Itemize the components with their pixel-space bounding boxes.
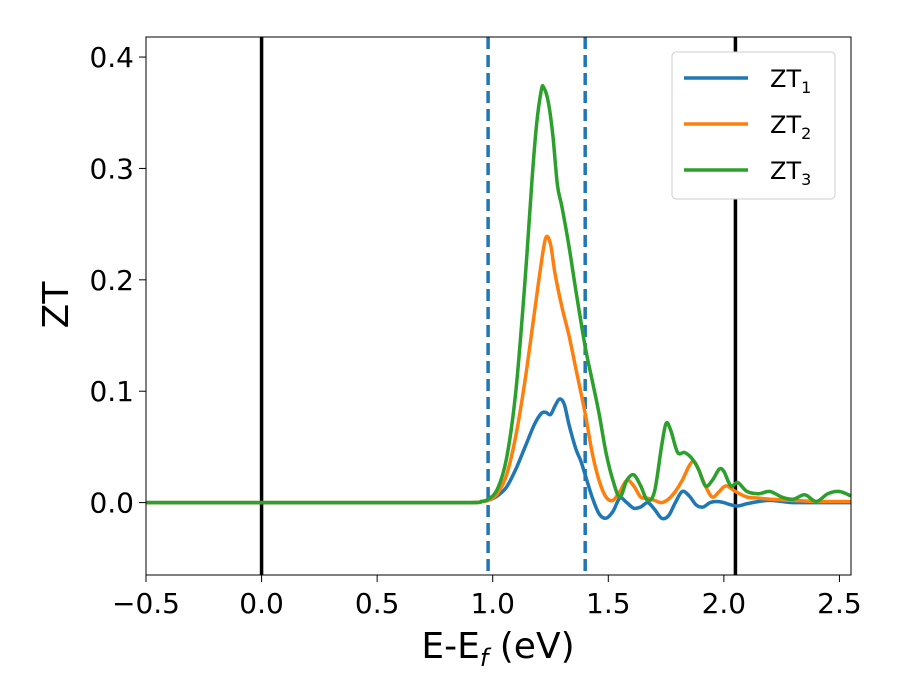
y-tick-label: 0.0 [89, 487, 134, 520]
y-axis-label: ZT [36, 281, 77, 329]
series-line-zt2 [145, 234, 851, 505]
data-series [145, 84, 852, 521]
x-tick-label: 2.0 [702, 587, 747, 620]
svg-text:ZT1: ZT1 [770, 65, 811, 97]
legend-entry: ZT1 [684, 65, 811, 97]
legend: ZT1 ZT2 ZT3 [671, 51, 836, 200]
legend-entry: ZT3 [684, 157, 811, 189]
legend-box [671, 51, 836, 200]
plot-frame [145, 36, 852, 576]
y-tick-label: 0.1 [89, 375, 134, 408]
series-line-zt3 [145, 84, 852, 505]
y-tick-label: 0.3 [89, 152, 134, 185]
svg-text:ZT2: ZT2 [770, 111, 811, 143]
x-tick-label: 0.5 [355, 587, 400, 620]
legend-entry: ZT2 [684, 111, 811, 143]
x-axis-ticks: −0.5 0.0 0.5 1.0 1.5 2.0 2.5 [112, 575, 862, 620]
legend-label: ZT [770, 111, 801, 139]
series-line-zt1 [145, 397, 851, 521]
x-axis-label-main: E-E [421, 626, 479, 667]
legend-label-sub: 2 [801, 124, 811, 143]
svg-text:ZT3: ZT3 [770, 157, 811, 189]
legend-label-sub: 1 [801, 78, 811, 97]
y-tick-label: 0.2 [89, 264, 134, 297]
x-tick-label: 1.5 [586, 587, 631, 620]
legend-label: ZT [770, 157, 801, 185]
x-axis-label-unit: (eV) [488, 626, 574, 667]
x-tick-label: 1.0 [470, 587, 515, 620]
y-tick-label: 0.4 [89, 41, 134, 74]
legend-label-sub: 3 [801, 170, 811, 189]
x-axis-label: E-Ef (eV) [421, 626, 574, 672]
x-tick-label: 2.5 [817, 587, 862, 620]
x-tick-label: −0.5 [112, 587, 180, 620]
x-tick-label: 0.0 [239, 587, 284, 620]
y-axis-ticks: 0.0 0.1 0.2 0.3 0.4 [89, 41, 146, 520]
legend-label: ZT [770, 65, 801, 93]
